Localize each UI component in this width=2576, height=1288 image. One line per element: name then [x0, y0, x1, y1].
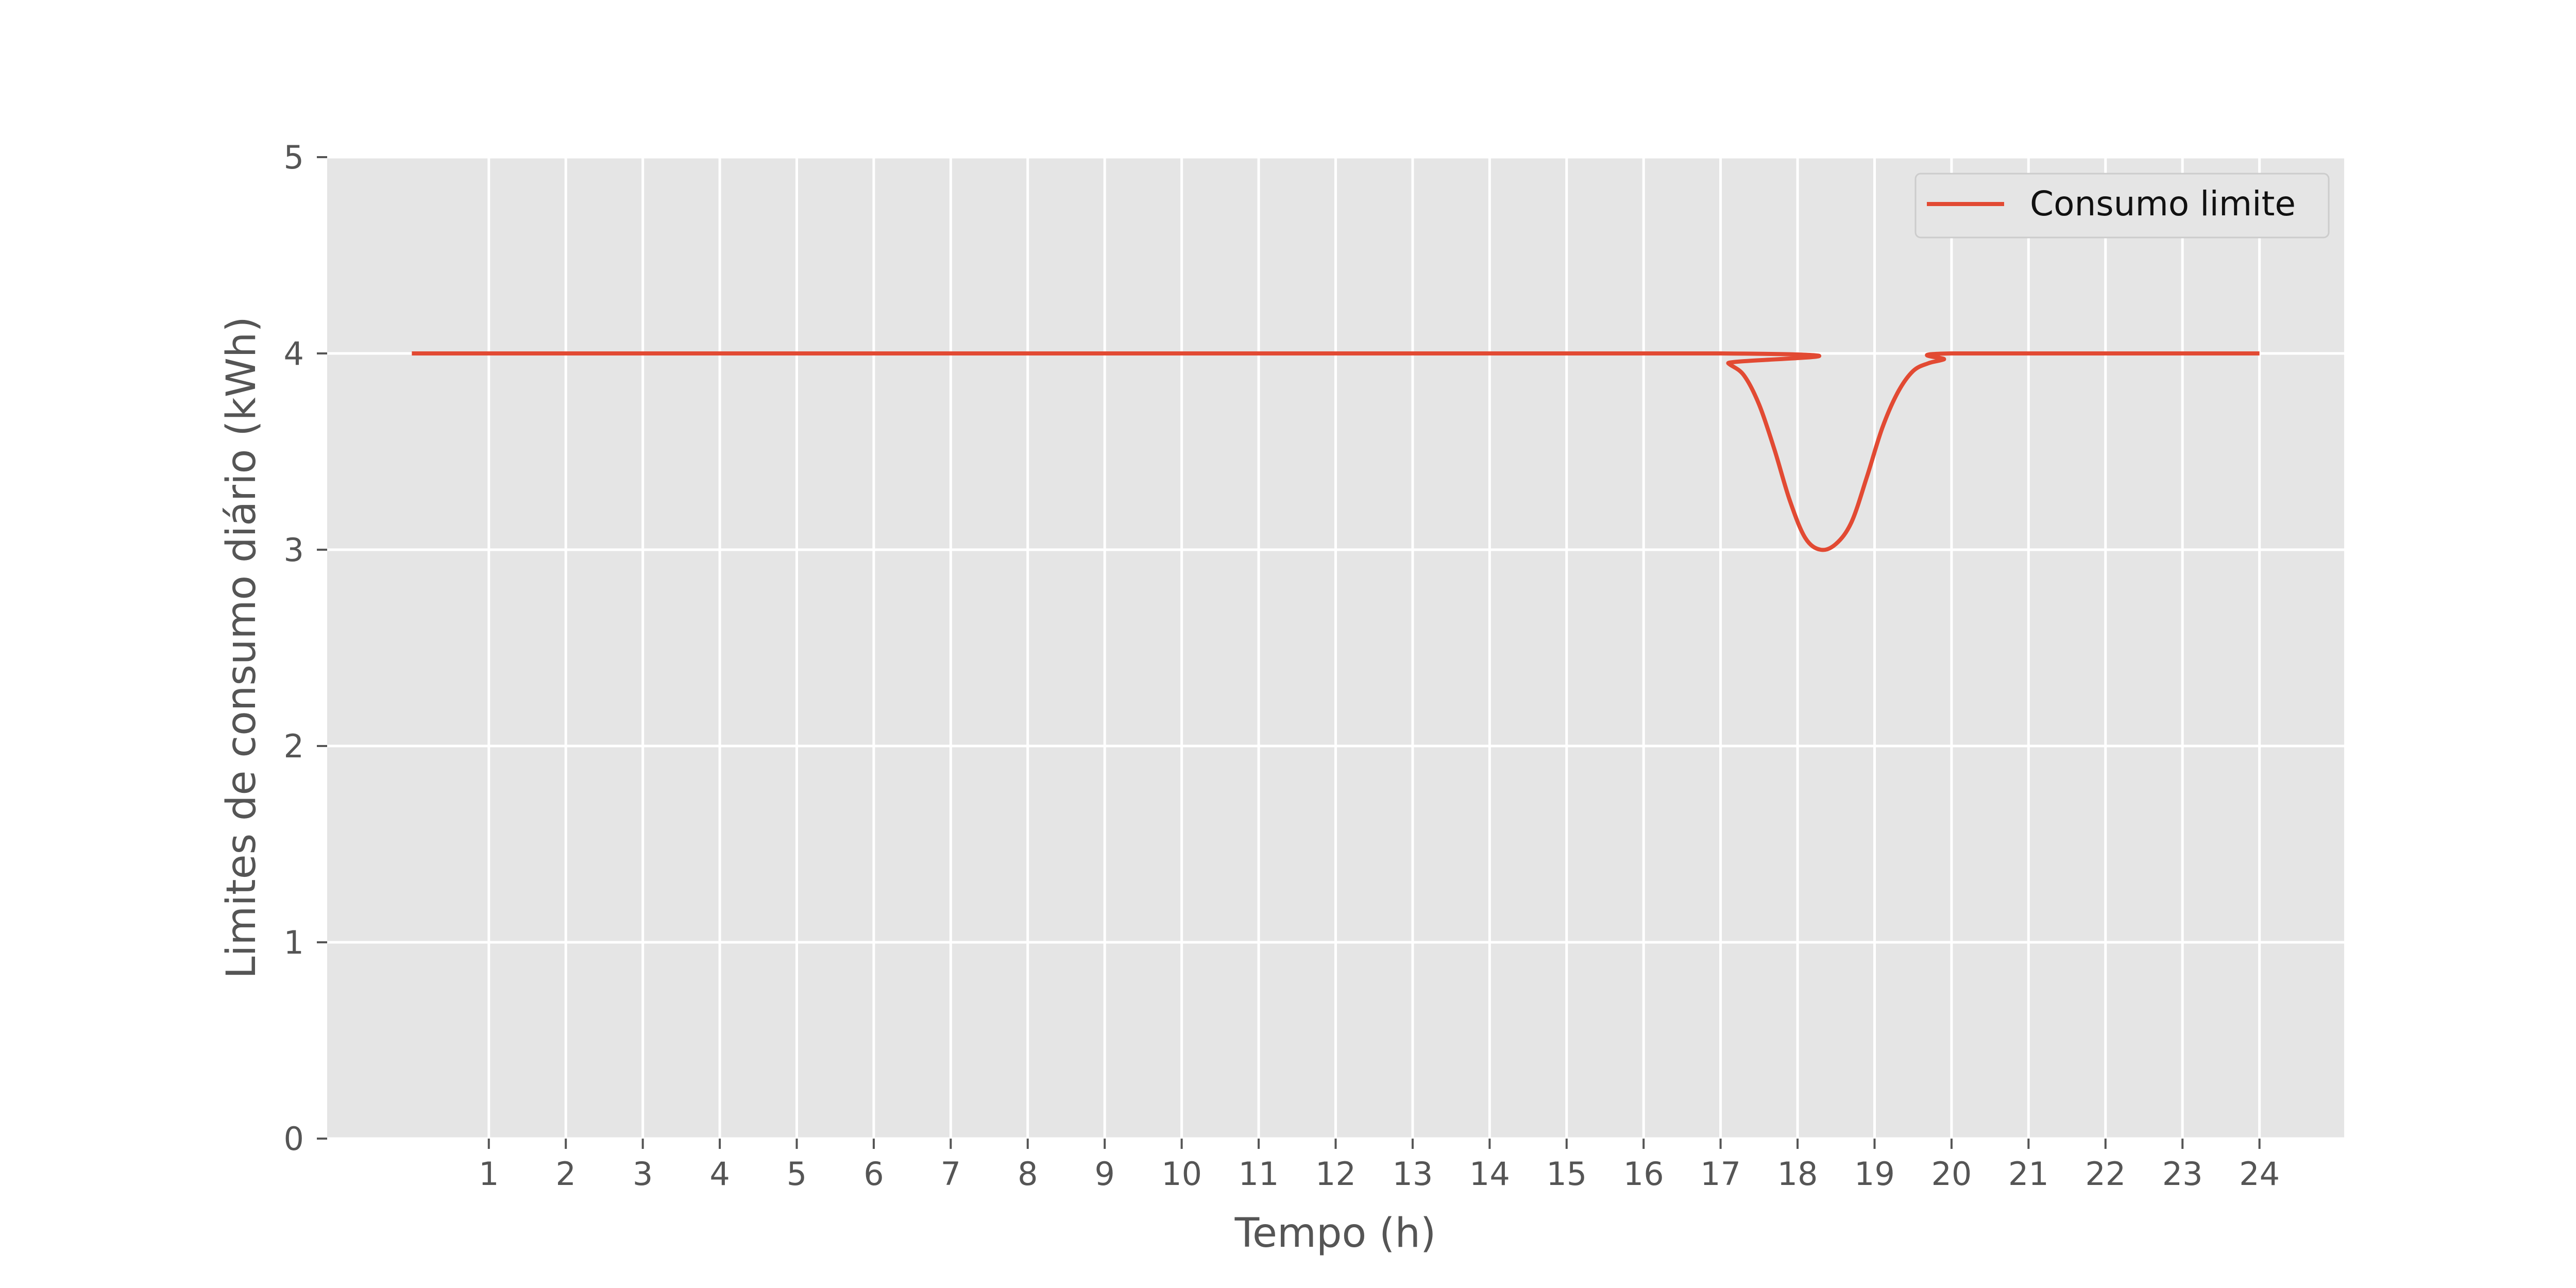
x-tick-label: 6 [863, 1155, 884, 1193]
series-line-consumo-limite [412, 351, 2260, 552]
y-tick-label: 0 [284, 1120, 304, 1158]
x-tick-label: 4 [709, 1155, 730, 1193]
legend: Consumo limite [1914, 173, 2330, 239]
x-tick-label: 20 [1931, 1155, 1972, 1193]
y-axis-label: Limites de consumo diário (kWh) [218, 316, 265, 979]
x-tick-label: 17 [1700, 1155, 1741, 1193]
x-tick-label: 9 [1094, 1155, 1114, 1193]
y-tick-label: 2 [284, 727, 304, 765]
x-tick-label: 15 [1546, 1155, 1587, 1193]
axis-ticks: 1 2 3 4 5 6 7 8 9 10 11 12 13 14 15 16 17 18 19 20 21 22 23 240… [284, 139, 2280, 1193]
x-tick-label: 5 [787, 1155, 807, 1193]
x-tick-label: 13 [1392, 1155, 1433, 1193]
x-tick-label: 7 [941, 1155, 961, 1193]
x-axis-label: Tempo (h) [1234, 1210, 1436, 1257]
y-tick-label: 1 [284, 924, 304, 961]
x-tick-label: 8 [1018, 1155, 1038, 1193]
x-tick-label: 24 [2239, 1155, 2280, 1193]
x-tick-label: 3 [633, 1155, 653, 1193]
x-tick-label: 11 [1239, 1155, 1279, 1193]
x-tick-label: 21 [2008, 1155, 2049, 1193]
x-tick-label: 2 [555, 1155, 575, 1193]
x-tick-label: 14 [1469, 1155, 1510, 1193]
x-tick-label: 19 [1854, 1155, 1895, 1193]
legend-box [1914, 173, 2330, 239]
series-layer [412, 351, 2260, 552]
x-tick-label: 18 [1777, 1155, 1818, 1193]
legend-label: Consumo limite [2030, 184, 2296, 224]
y-tick-label: 5 [284, 139, 304, 176]
x-tick-label: 12 [1315, 1155, 1356, 1193]
x-tick-label: 22 [2085, 1155, 2126, 1193]
y-tick-label: 3 [284, 531, 304, 569]
x-tick-label: 16 [1623, 1155, 1664, 1193]
x-tick-label: 10 [1161, 1155, 1202, 1193]
y-tick-label: 4 [284, 335, 304, 372]
grid [327, 156, 2344, 1140]
x-tick-label: 1 [479, 1155, 499, 1193]
x-tick-label: 23 [2162, 1155, 2203, 1193]
